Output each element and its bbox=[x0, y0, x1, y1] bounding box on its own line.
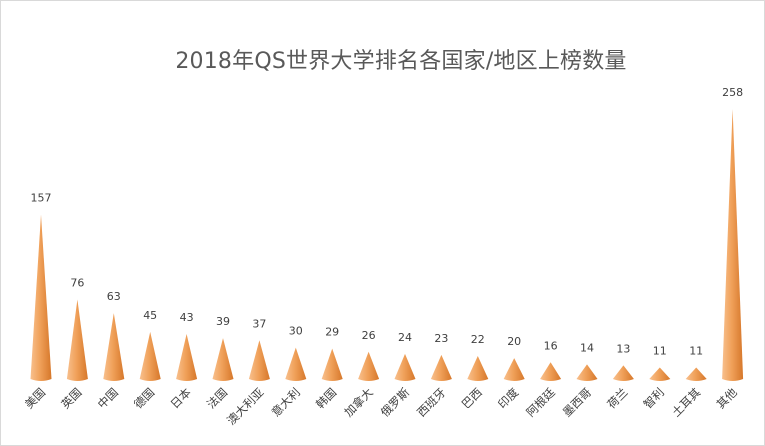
category-label-印度: 印度 bbox=[495, 385, 522, 412]
bar-澳大利亚 bbox=[248, 340, 270, 381]
category-label-美国: 美国 bbox=[22, 385, 48, 411]
bar-意大利 bbox=[285, 347, 307, 381]
category-label-加拿大: 加拿大 bbox=[341, 385, 376, 420]
data-label-意大利: 30 bbox=[289, 325, 303, 338]
bar-其他 bbox=[722, 109, 744, 381]
category-label-澳大利亚: 澳大利亚 bbox=[224, 385, 266, 427]
data-label-英国: 76 bbox=[70, 276, 84, 289]
bar-荷兰 bbox=[612, 365, 634, 381]
bar-韩国 bbox=[321, 348, 343, 381]
bar-美国 bbox=[30, 214, 52, 381]
data-label-智利: 11 bbox=[653, 344, 667, 357]
category-label-巴西: 巴西 bbox=[459, 385, 485, 411]
data-label-俄罗斯: 24 bbox=[398, 331, 412, 344]
bar-西班牙 bbox=[430, 354, 452, 381]
bar-土耳其 bbox=[685, 367, 707, 381]
category-label-法国: 法国 bbox=[204, 385, 230, 411]
data-label-其他: 258 bbox=[722, 86, 743, 99]
category-label-土耳其: 土耳其 bbox=[669, 385, 703, 419]
data-label-美国: 157 bbox=[31, 192, 52, 205]
bar-墨西哥 bbox=[576, 364, 598, 381]
bar-日本 bbox=[176, 334, 198, 381]
bar-加拿大 bbox=[358, 351, 380, 381]
chart-title: 2018年QS世界大学排名各国家/地区上榜数量 bbox=[175, 49, 627, 74]
data-label-日本: 43 bbox=[180, 311, 194, 324]
data-label-澳大利亚: 37 bbox=[252, 317, 266, 330]
data-label-土耳其: 11 bbox=[689, 344, 703, 357]
category-label-西班牙: 西班牙 bbox=[414, 385, 448, 419]
data-label-阿根廷: 16 bbox=[544, 339, 558, 352]
data-label-荷兰: 13 bbox=[616, 342, 630, 355]
category-label-意大利: 意大利 bbox=[269, 385, 303, 419]
bar-智利 bbox=[649, 367, 671, 381]
category-label-墨西哥: 墨西哥 bbox=[560, 385, 594, 419]
category-label-德国: 德国 bbox=[131, 385, 157, 411]
data-label-中国: 63 bbox=[107, 290, 121, 303]
bar-巴西 bbox=[467, 355, 489, 381]
data-label-韩国: 29 bbox=[325, 326, 339, 339]
category-label-俄罗斯: 俄罗斯 bbox=[378, 385, 413, 420]
data-label-巴西: 22 bbox=[471, 333, 485, 346]
data-label-印度: 20 bbox=[507, 335, 521, 348]
bar-俄罗斯 bbox=[394, 353, 416, 381]
category-label-日本: 日本 bbox=[168, 385, 195, 412]
data-label-墨西哥: 14 bbox=[580, 341, 594, 354]
bar-法国 bbox=[212, 338, 234, 381]
category-label-阿根廷: 阿根廷 bbox=[523, 385, 558, 420]
data-label-西班牙: 23 bbox=[434, 332, 448, 345]
data-label-加拿大: 26 bbox=[362, 329, 376, 342]
bar-英国 bbox=[66, 299, 88, 381]
bar-德国 bbox=[139, 331, 161, 381]
category-label-英国: 英国 bbox=[58, 385, 84, 411]
bar-印度 bbox=[503, 358, 525, 381]
data-label-德国: 45 bbox=[143, 309, 157, 322]
bar-中国 bbox=[103, 313, 125, 381]
category-label-荷兰: 荷兰 bbox=[604, 385, 630, 411]
data-label-法国: 39 bbox=[216, 315, 230, 328]
category-label-中国: 中国 bbox=[95, 385, 121, 411]
category-label-智利: 智利 bbox=[641, 385, 667, 411]
bar-阿根廷 bbox=[540, 362, 562, 381]
category-label-其他: 其他 bbox=[714, 385, 741, 412]
category-label-韩国: 韩国 bbox=[313, 385, 339, 411]
